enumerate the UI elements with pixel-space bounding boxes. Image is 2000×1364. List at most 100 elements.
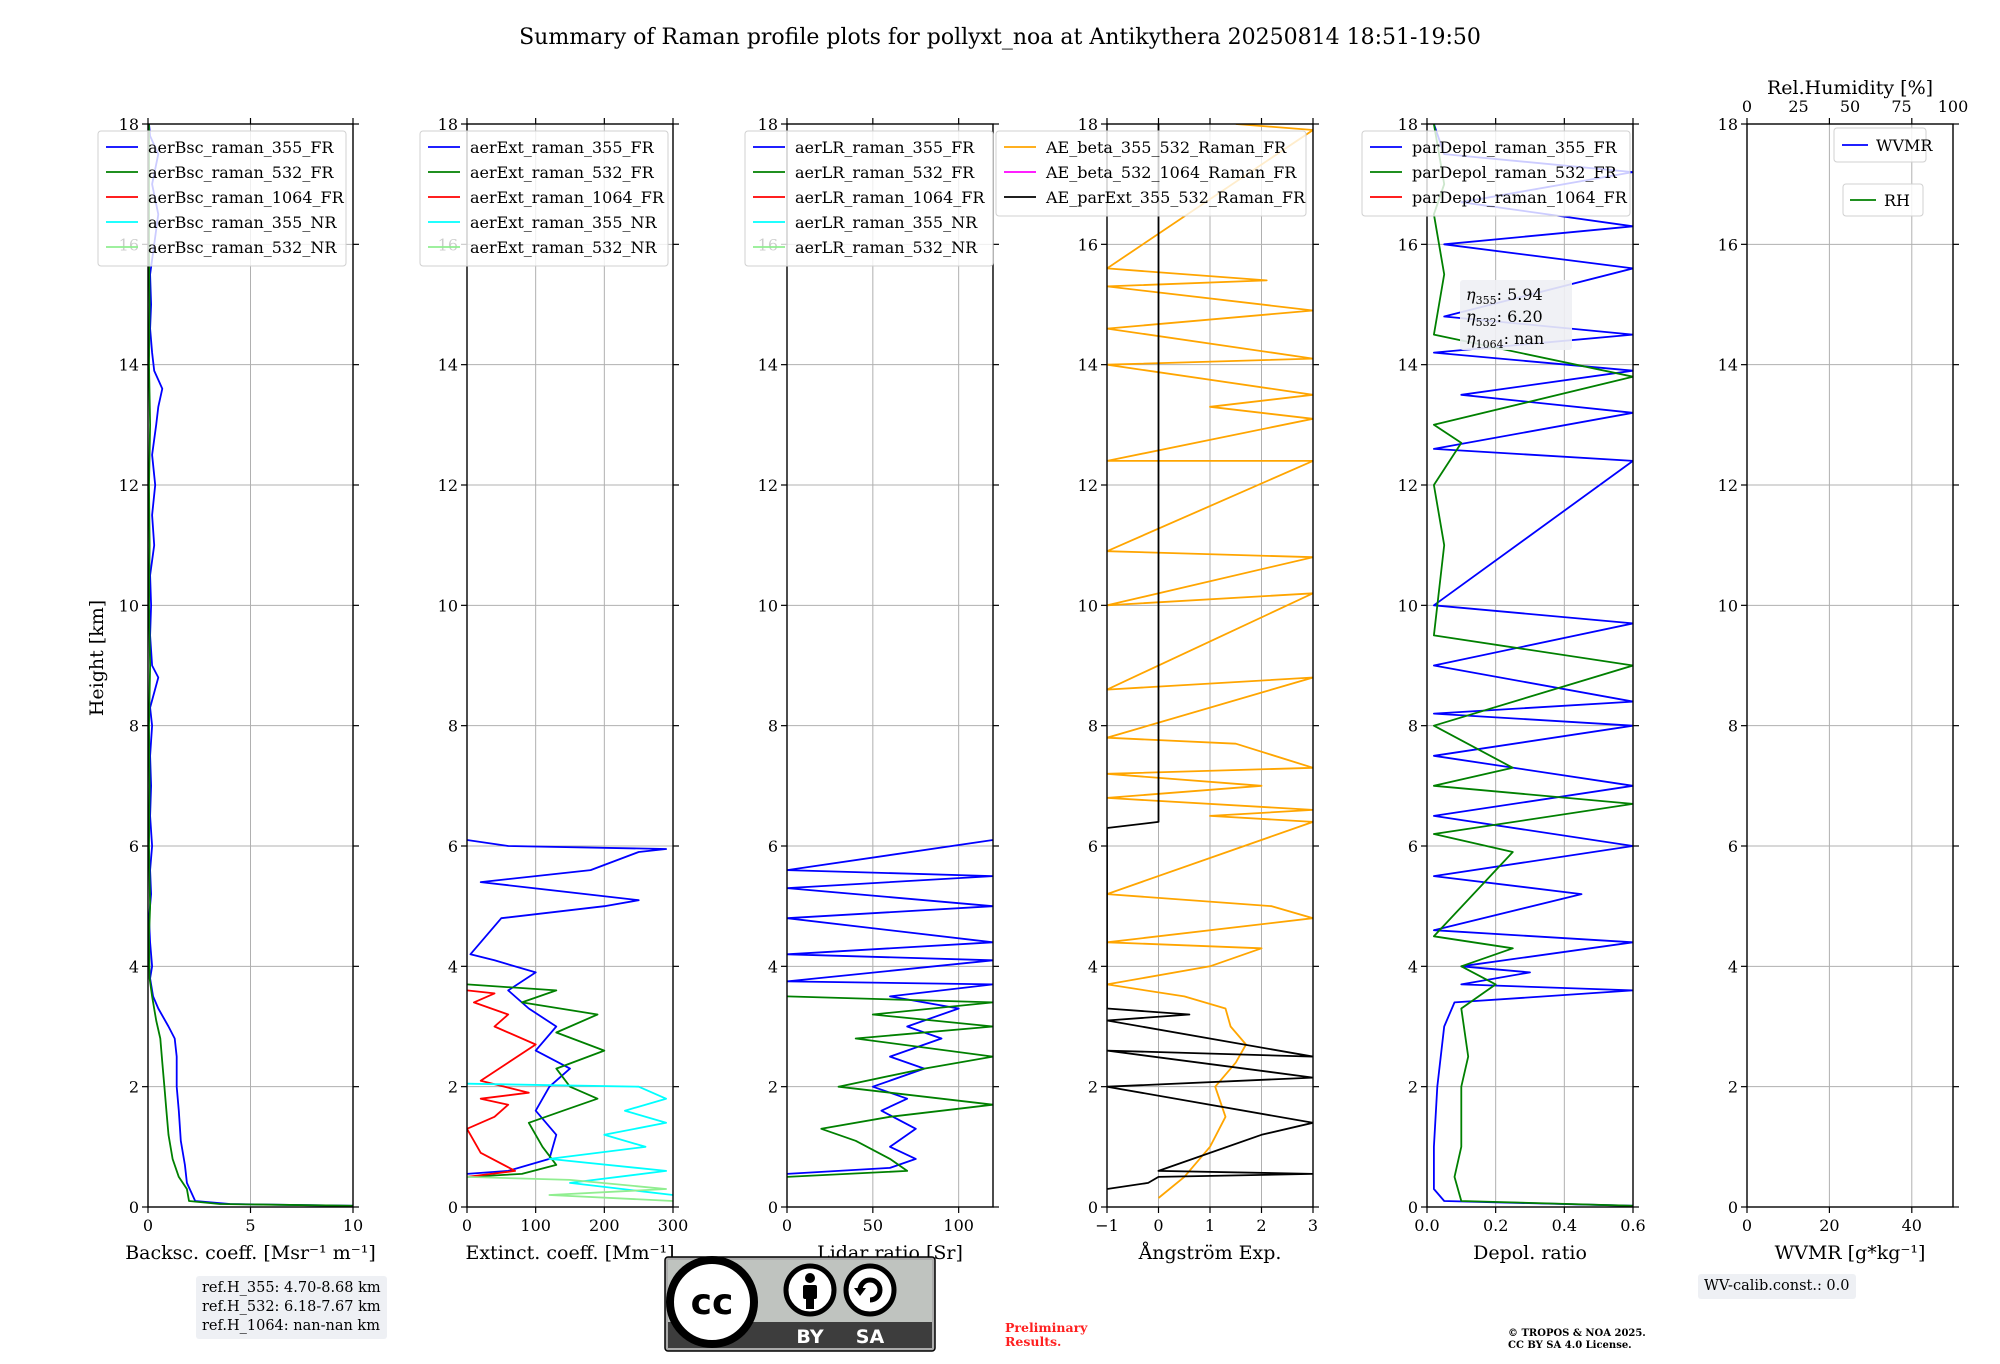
panel-depolarization: 0 2 4 6 8 10 12 14 16 18 0.0 0.2 0.4 0.6 Depol. ratio p…: [1361, 115, 1646, 1264]
y-tick-label: 6: [1088, 837, 1098, 856]
legend-box: [744, 130, 994, 267]
cc-license-logo[interactable]: cc BY SA: [664, 1256, 936, 1352]
legend-box-wvmr: [1833, 127, 1927, 163]
legend-label: parDepol_raman_532_FR: [1412, 163, 1618, 182]
x-tick-label: 200: [589, 1216, 620, 1235]
by-label: BY: [796, 1326, 823, 1348]
legend-label: aerBsc_raman_355_NR: [148, 213, 337, 232]
y-tick-label: 12: [758, 476, 778, 495]
by-person-legs: [806, 1298, 814, 1309]
y-tick-label: 14: [758, 356, 778, 375]
y-tick-label: 8: [448, 717, 458, 736]
legend-box: [419, 130, 669, 267]
y-tick-label: 4: [1088, 957, 1098, 976]
x-axis-label: Depol. ratio: [1473, 1242, 1587, 1264]
y-tick-label: 10: [438, 596, 458, 615]
y-tick-label: 4: [448, 957, 458, 976]
reference-heights-box: ref.H_355: 4.70-8.68 km ref.H_532: 6.18-…: [196, 1276, 387, 1339]
series-line-aerExt_raman_355_FR: [467, 839, 667, 1175]
x-tick-label: −1: [1095, 1216, 1119, 1235]
eta-symbol: η: [1466, 329, 1476, 348]
y-tick-label: 0: [129, 1198, 139, 1217]
panel-lidar_ratio: 024681012141618050100Lidar ratio [Sr]aer…: [744, 115, 999, 1264]
wv-calibration-const: WV-calib.const.: 0.0: [1704, 1278, 1850, 1294]
sa-label: SA: [856, 1326, 885, 1348]
legend: AE_beta_355_532_Raman_FR AE_beta_532_1064…: [995, 130, 1307, 217]
cc-letters: cc: [691, 1282, 734, 1323]
y-tick-label: 6: [768, 837, 778, 856]
y-tick-label: 2: [1408, 1078, 1418, 1097]
x-axis-label: Backsc. coeff. [Msr⁻¹ m⁻¹]: [125, 1242, 376, 1264]
y-tick-label: 12: [1078, 476, 1098, 495]
eta-subscript: 355: [1476, 294, 1497, 307]
x-tick-label: 0: [462, 1216, 472, 1235]
y-tick-label: 12: [1718, 476, 1738, 495]
y-tick-label: 16: [1078, 235, 1098, 254]
legend-label: aerExt_raman_355_FR: [470, 138, 655, 157]
legend-label: parDepol_raman_355_FR: [1412, 138, 1618, 157]
y-tick-label: 14: [1718, 356, 1738, 375]
y-tick-label: 18: [438, 115, 458, 134]
preliminary-line-2: Results.: [1005, 1334, 1062, 1349]
x-tick-label: 300: [658, 1216, 689, 1235]
sa-arrow-head: [854, 1288, 866, 1296]
eta-value: η355: 5.94: [1466, 285, 1543, 307]
y-axis-label: Height [km]: [86, 600, 108, 716]
x-tick-label: 0: [1742, 1216, 1752, 1235]
y-tick-label: 14: [119, 356, 139, 375]
series-group: [787, 839, 993, 1178]
x-tick-label: 1: [1205, 1216, 1215, 1235]
series-line-AE_parExt_355_532_Raman_FR: [1107, 124, 1313, 1190]
x2-tick-label: 0: [1742, 97, 1752, 116]
y-tick-label: 18: [758, 115, 778, 134]
x-tick-label: 5: [245, 1216, 255, 1235]
y-tick-label: 18: [1398, 115, 1418, 134]
legend-label: aerBsc_raman_532_NR: [148, 238, 337, 257]
legend-label: aerBsc_raman_1064_FR: [148, 188, 345, 207]
legend-label: AE_beta_355_532_Raman_FR: [1045, 138, 1287, 157]
legend: aerExt_raman_355_FR aerExt_raman_532_FRae…: [419, 130, 669, 267]
plot-frame: [786, 123, 994, 1208]
legend-label: parDepol_raman_1064_FR: [1412, 188, 1628, 207]
y-tick-label: 0: [768, 1198, 778, 1217]
series-line-aerExt_raman_1064_FR: [467, 989, 537, 1178]
legend-label: aerBsc_raman_532_FR: [148, 163, 334, 182]
y-tick-label: 18: [1078, 115, 1098, 134]
x-tick-label: 50: [863, 1216, 883, 1235]
x-tick-label: 0: [1153, 1216, 1163, 1235]
x2-tick-label: 25: [1788, 97, 1808, 116]
y-tick-label: 2: [1728, 1078, 1738, 1097]
y-tick-label: 0: [1728, 1198, 1738, 1217]
x-axis-label: Extinct. coeff. [Mm⁻¹]: [465, 1242, 674, 1264]
y-tick-label: 10: [1718, 596, 1738, 615]
legend: parDepol_raman_355_FR parDepol_raman_532_…: [1361, 130, 1631, 217]
eta-value: η1064: nan: [1466, 329, 1544, 351]
legend-label: WVMR: [1876, 136, 1933, 155]
eta-text: : 6.20: [1497, 307, 1543, 326]
plot-frame: [466, 123, 674, 1208]
legend-label: RH: [1884, 191, 1910, 210]
y-tick-label: 2: [448, 1078, 458, 1097]
y-tick-label: 18: [1718, 115, 1738, 134]
preliminary-line-1: Preliminary: [1005, 1320, 1088, 1335]
x-tick-label: 0: [143, 1216, 153, 1235]
series-group: [1107, 124, 1313, 1199]
y-tick-label: 8: [1088, 717, 1098, 736]
plot-frame: [1746, 123, 1954, 1208]
legend: aerBsc_raman_355_FR aerBsc_raman_532_FRae…: [97, 130, 347, 267]
eta-symbol: η: [1466, 285, 1476, 304]
eta-value: η532: 6.20: [1466, 307, 1543, 329]
eta-subscript: 532: [1476, 316, 1497, 329]
y-tick-label: 4: [129, 957, 139, 976]
y-tick-label: 8: [1408, 717, 1418, 736]
x-tick-label: 3: [1308, 1216, 1318, 1235]
x-tick-label: 100: [943, 1216, 974, 1235]
y-tick-label: 10: [1078, 596, 1098, 615]
wv-calibration-box: WV-calib.const.: 0.0: [1698, 1274, 1856, 1299]
eta-text: : 5.94: [1497, 285, 1543, 304]
x-tick-label: 2: [1256, 1216, 1266, 1235]
y-tick-label: 2: [1088, 1078, 1098, 1097]
y-tick-label: 16: [1398, 235, 1418, 254]
